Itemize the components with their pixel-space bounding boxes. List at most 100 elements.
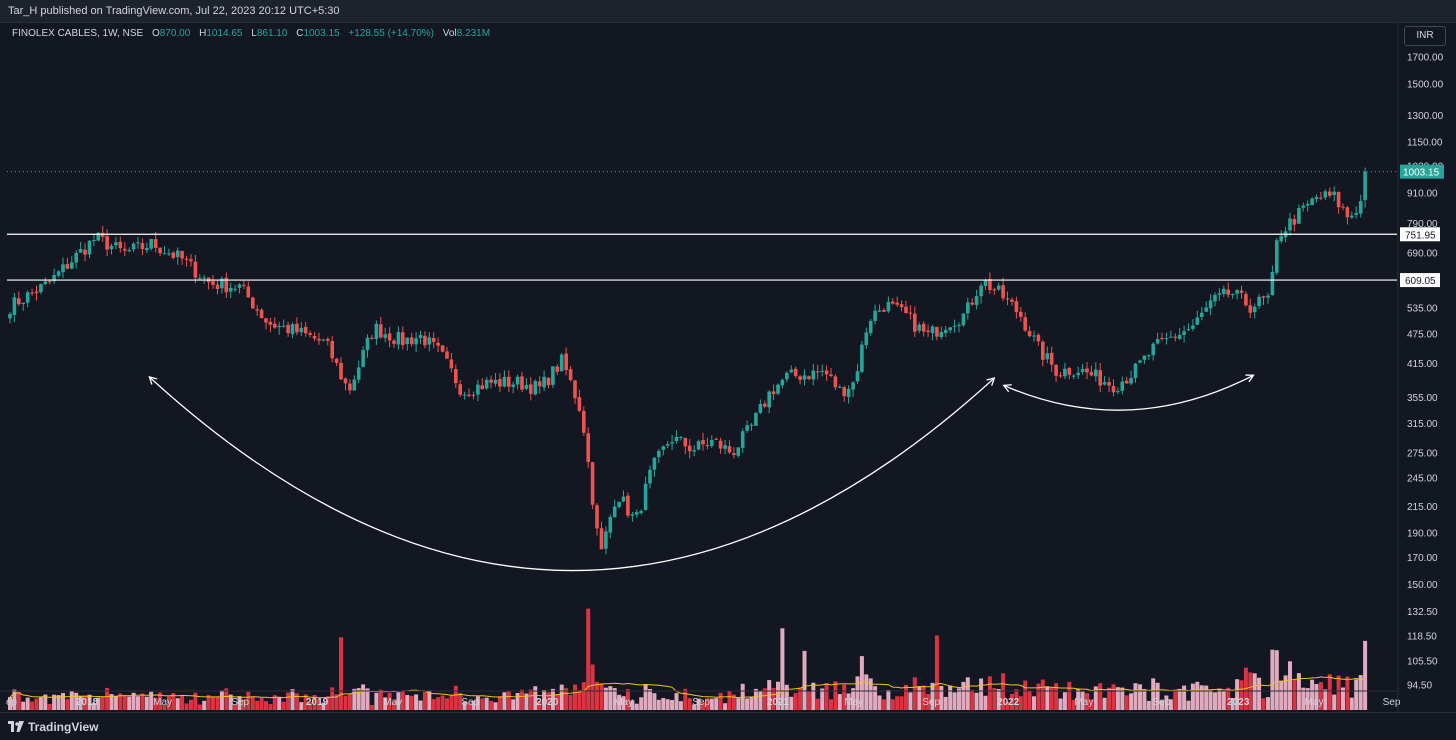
volume-bar xyxy=(1363,640,1368,710)
volume-bar xyxy=(877,695,882,710)
candle-body xyxy=(577,397,582,411)
candle-body xyxy=(573,380,577,399)
candle-body xyxy=(326,338,330,341)
volume-bar xyxy=(1062,692,1067,710)
candle-body xyxy=(153,239,158,248)
level-price-label: 751.95 xyxy=(1405,230,1436,241)
candle-body xyxy=(356,367,361,380)
volume-bar xyxy=(453,685,458,710)
candle-body xyxy=(312,336,317,339)
candle-body xyxy=(502,376,507,387)
candle-body xyxy=(83,249,87,255)
candle-body xyxy=(966,302,970,314)
volume-bar xyxy=(1208,689,1213,710)
price-chart[interactable]: 751.95 609.05 1700.00 1500.00 1300.00 1150.00… xyxy=(0,22,1456,712)
high-value: 1014.65 xyxy=(206,28,243,39)
candle-body xyxy=(343,378,348,384)
candle-body xyxy=(895,302,899,305)
currency-button[interactable]: INR xyxy=(1404,26,1446,46)
volume-bar xyxy=(30,701,35,710)
volume-bar xyxy=(1230,698,1235,710)
volume-bar xyxy=(882,699,886,710)
candle-body xyxy=(1279,236,1283,242)
x-tick-label: 2020 xyxy=(536,697,559,708)
candle-body xyxy=(1120,381,1125,391)
candle-body xyxy=(259,309,264,319)
candle-body xyxy=(1244,293,1248,306)
volume-bar xyxy=(246,691,251,710)
candle-body xyxy=(193,261,198,278)
x-tick-label: Sep xyxy=(231,697,249,708)
volume-bar xyxy=(462,701,467,710)
volume-bar xyxy=(1076,688,1081,710)
volume-bar xyxy=(180,695,185,710)
candle-body xyxy=(1151,343,1155,356)
volume-bar xyxy=(643,684,648,710)
volume-bar xyxy=(952,692,957,710)
volume-bar xyxy=(392,701,396,710)
candle-body xyxy=(1036,334,1041,342)
volume-bar xyxy=(118,693,123,710)
vol-value: 8.231M xyxy=(456,28,491,39)
candle-body xyxy=(321,339,326,341)
x-tick-label: May xyxy=(1305,697,1324,708)
volume-bar xyxy=(568,695,573,710)
candle-body xyxy=(802,375,807,380)
volume-bar xyxy=(427,690,432,710)
candle-body xyxy=(352,379,357,391)
volume-bar xyxy=(930,682,935,710)
volume-bar xyxy=(334,694,339,710)
candle-body xyxy=(370,337,374,339)
volume-bar xyxy=(347,693,352,710)
volume-bar xyxy=(277,696,282,710)
candle-body xyxy=(1071,375,1076,377)
candle-body xyxy=(47,281,52,283)
candle-body xyxy=(418,335,423,338)
volume-bar xyxy=(1089,699,1094,710)
candle-body xyxy=(1027,331,1032,337)
candle-body xyxy=(21,302,25,304)
open-value: 870.00 xyxy=(159,28,191,39)
low-label: L xyxy=(251,28,257,39)
volume-bar xyxy=(506,690,511,710)
volume-bar xyxy=(1190,683,1195,710)
candle-body xyxy=(582,410,586,433)
candle-body xyxy=(842,387,846,397)
volume-bar xyxy=(1288,661,1292,710)
candle-body xyxy=(515,376,520,385)
candle-body xyxy=(392,340,396,344)
volume-bar xyxy=(25,697,30,710)
candle-body xyxy=(92,240,96,241)
candle-body xyxy=(228,287,233,292)
candle-body xyxy=(930,326,935,333)
candle-body xyxy=(1049,352,1054,365)
y-tick-label: 1700.00 xyxy=(1407,53,1444,64)
candle-body xyxy=(1354,213,1358,215)
y-tick-label: 94.50 xyxy=(1407,681,1432,692)
candle-body xyxy=(1142,355,1147,360)
volume-bar xyxy=(1195,681,1200,710)
volume-bar xyxy=(409,695,414,710)
candle-body xyxy=(339,362,343,380)
volume-bar xyxy=(665,699,670,710)
volume-bar xyxy=(1226,687,1231,710)
candle-body xyxy=(1208,300,1213,309)
last-price-label: 1003.15 xyxy=(1403,168,1440,179)
volume-bar xyxy=(489,700,494,710)
volume-bar xyxy=(440,695,445,710)
candle-body xyxy=(740,431,745,448)
volume-bar xyxy=(83,695,87,710)
candle-body xyxy=(763,403,767,407)
publisher-bar: Tar_H published on TradingView.com, Jul … xyxy=(0,0,1456,23)
volume-bar xyxy=(1102,697,1107,710)
volume-bar xyxy=(974,692,979,710)
candle-body xyxy=(383,334,387,338)
candle-body xyxy=(1116,391,1120,393)
volume-bar xyxy=(1314,684,1319,710)
volume-bar xyxy=(784,684,789,710)
volume-bar xyxy=(109,694,114,710)
volume-bar xyxy=(1279,680,1284,710)
volume-bar xyxy=(497,696,502,710)
candle-body xyxy=(793,368,798,376)
volume-bar xyxy=(449,695,454,710)
